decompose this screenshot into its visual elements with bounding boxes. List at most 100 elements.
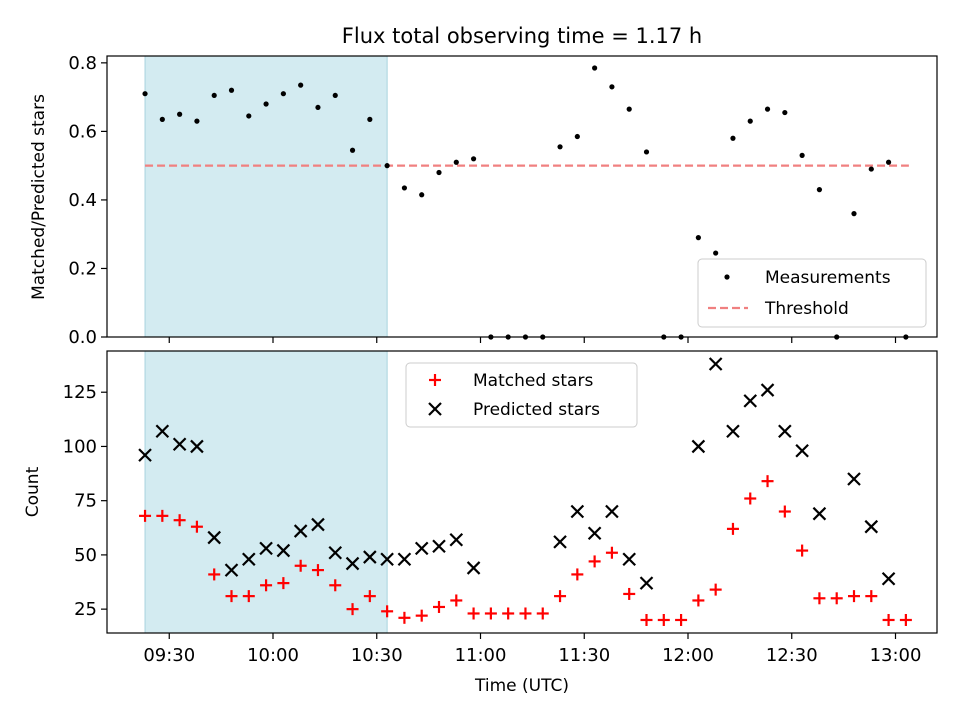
- measurement-point: [730, 135, 736, 141]
- legend-matched-marker: [429, 374, 441, 386]
- chart-title: Flux total observing time = 1.17 h: [342, 24, 702, 48]
- measurement-point: [211, 92, 217, 99]
- measurement-point: [747, 118, 753, 124]
- matched-star-point: [536, 607, 549, 620]
- bottom-y-tick-label: 125: [63, 382, 97, 403]
- predicted-star-stroke-b: [276, 543, 291, 558]
- predicted-star-point: [242, 552, 256, 567]
- predicted-star-point: [570, 504, 585, 519]
- predicted-star-point: [622, 552, 636, 567]
- predicted-star-point: [881, 571, 896, 586]
- matched-star-point: [657, 613, 670, 626]
- matched-star-point: [744, 492, 757, 505]
- matched-star-point: [346, 603, 359, 616]
- predicted-star-point: [726, 424, 740, 439]
- measurement-point: [609, 84, 615, 90]
- matched-star-point: [623, 587, 636, 600]
- legend-measurements-label: Measurements: [765, 268, 891, 288]
- measurement-point: [453, 159, 459, 165]
- predicted-star-point: [311, 517, 325, 532]
- predicted-star-point: [328, 545, 343, 560]
- predicted-star-point: [760, 383, 775, 397]
- predicted-star-stroke-b: [691, 439, 706, 454]
- bottom-y-tick-label: 75: [74, 491, 97, 512]
- predicted-star-point: [691, 439, 706, 454]
- predicted-star-point: [847, 472, 861, 486]
- predicted-star-point: [778, 424, 792, 439]
- matched-star-point: [882, 613, 895, 626]
- top-panel: Flux total observing time = 1.17 h Match…: [29, 24, 938, 348]
- predicted-star-stroke-b: [155, 424, 170, 439]
- matched-star-point: [796, 544, 809, 557]
- top-y-ticks: 0.0 0.2 0.4 0.6 0.8: [68, 53, 107, 348]
- measurement-point: [419, 192, 425, 198]
- predicted-star-stroke-b: [708, 357, 723, 371]
- top-y-tick-label: 0.4: [68, 190, 97, 211]
- matched-star-point: [398, 611, 411, 624]
- predicted-star-stroke-b: [259, 541, 273, 556]
- matched-star-point: [467, 607, 480, 620]
- predicted-star-point: [466, 561, 481, 575]
- top-highlight-span: [144, 55, 388, 338]
- predicted-star-stroke-b: [726, 424, 740, 439]
- top-y-tick-label: 0.6: [68, 121, 97, 142]
- predicted-star-stroke-b: [795, 444, 809, 458]
- measurement-point: [695, 235, 701, 241]
- top-y-axis-label: Matched/Predicted stars: [29, 94, 49, 300]
- bottom-x-ticks: 09:30 10:00 10:30 11:00 11:30 12:00 12:30 13:00: [143, 633, 921, 666]
- legend-predicted-label: Predicted stars: [473, 400, 600, 420]
- predicted-star-point: [553, 535, 567, 549]
- matched-star-point: [450, 594, 463, 607]
- bottom-y-tick-label: 50: [74, 545, 97, 566]
- bottom-x-tick-label: 13:00: [870, 645, 922, 666]
- predicted-stars-points: [138, 357, 896, 590]
- predicted-star-stroke-b: [414, 541, 429, 556]
- legend-measurements-marker: [724, 274, 730, 280]
- top-legend: Measurements Threshold: [697, 258, 927, 328]
- bottom-y-ticks: 25 50 75 100 125: [63, 382, 107, 620]
- measurement-point: [280, 91, 286, 97]
- predicted-star-point: [207, 530, 221, 545]
- predicted-star-stroke-b: [293, 524, 308, 538]
- top-legend-box: [697, 258, 927, 328]
- predicted-star-stroke-b: [380, 552, 394, 567]
- bottom-x-tick-label: 11:30: [558, 645, 610, 666]
- measurement-point: [557, 144, 563, 150]
- predicted-star-stroke-b: [570, 504, 585, 519]
- measurement-point: [713, 250, 719, 256]
- predicted-star-stroke-b: [639, 576, 654, 590]
- measurement-point: [851, 211, 857, 217]
- predicted-star-stroke-b: [778, 424, 792, 439]
- x-axis-label: Time (UTC): [474, 676, 569, 696]
- matched-star-point: [778, 505, 791, 518]
- predicted-star-point: [276, 543, 291, 558]
- predicted-star-point: [414, 541, 429, 556]
- measurement-points: [142, 65, 909, 340]
- predicted-star-stroke-b: [449, 532, 464, 547]
- measurement-point: [574, 133, 580, 140]
- top-y-tick-label: 0.0: [68, 327, 97, 348]
- predicted-star-stroke-b: [190, 439, 204, 454]
- measurement-point: [764, 106, 771, 112]
- matched-star-point: [554, 590, 567, 603]
- legend-threshold-label: Threshold: [764, 299, 849, 319]
- matched-star-point: [675, 613, 688, 626]
- measurement-point: [885, 159, 892, 165]
- measurement-point: [799, 152, 805, 158]
- measurement-point: [228, 87, 235, 93]
- measurement-point: [263, 101, 269, 107]
- bottom-x-tick-label: 10:30: [351, 645, 403, 666]
- measurement-point: [194, 118, 200, 124]
- measurement-point: [868, 166, 874, 172]
- matched-star-point: [381, 605, 394, 618]
- matched-star-point: [588, 555, 601, 568]
- top-y-tick-label: 0.2: [68, 258, 97, 279]
- matched-star-point: [640, 613, 653, 626]
- predicted-star-stroke-b: [397, 552, 412, 567]
- predicted-star-point: [449, 532, 464, 547]
- predicted-star-point: [708, 357, 723, 371]
- measurement-point: [626, 106, 632, 112]
- bottom-x-tick-label: 10:00: [247, 645, 299, 666]
- predicted-star-stroke-b: [242, 552, 256, 567]
